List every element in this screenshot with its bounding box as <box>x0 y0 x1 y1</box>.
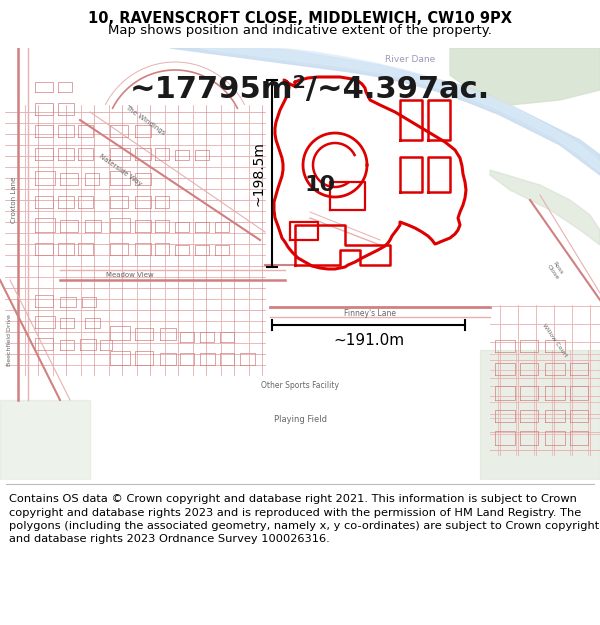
Text: ~198.5m: ~198.5m <box>252 141 266 206</box>
Polygon shape <box>490 170 600 245</box>
Text: 10, RAVENSCROFT CLOSE, MIDDLEWICH, CW10 9PX: 10, RAVENSCROFT CLOSE, MIDDLEWICH, CW10 … <box>88 11 512 26</box>
Text: Contains OS data © Crown copyright and database right 2021. This information is : Contains OS data © Crown copyright and d… <box>9 494 599 544</box>
Text: Finney's Lane: Finney's Lane <box>344 309 396 318</box>
Text: Map shows position and indicative extent of the property.: Map shows position and indicative extent… <box>108 24 492 38</box>
Text: ~191.0m: ~191.0m <box>333 333 404 348</box>
Polygon shape <box>170 48 600 175</box>
Polygon shape <box>480 350 600 480</box>
Text: The Windings: The Windings <box>124 104 166 136</box>
Text: Playing Field: Playing Field <box>274 416 326 424</box>
Text: Willow Court: Willow Court <box>542 322 568 357</box>
Text: River Dane: River Dane <box>385 56 435 64</box>
Text: 10: 10 <box>304 175 335 195</box>
Text: Other Sports Facility: Other Sports Facility <box>261 381 339 389</box>
Text: ~17795m²/~4.397ac.: ~17795m²/~4.397ac. <box>130 75 490 104</box>
Text: Croxton Lane: Croxton Lane <box>11 177 17 223</box>
Text: Beechfield Drive: Beechfield Drive <box>7 314 13 366</box>
Text: Ross
Close: Ross Close <box>545 260 565 280</box>
Polygon shape <box>0 400 90 480</box>
Text: Meadow View: Meadow View <box>106 272 154 278</box>
Polygon shape <box>450 48 600 105</box>
Text: Naterside Way: Naterside Way <box>98 153 142 187</box>
Polygon shape <box>200 48 600 172</box>
